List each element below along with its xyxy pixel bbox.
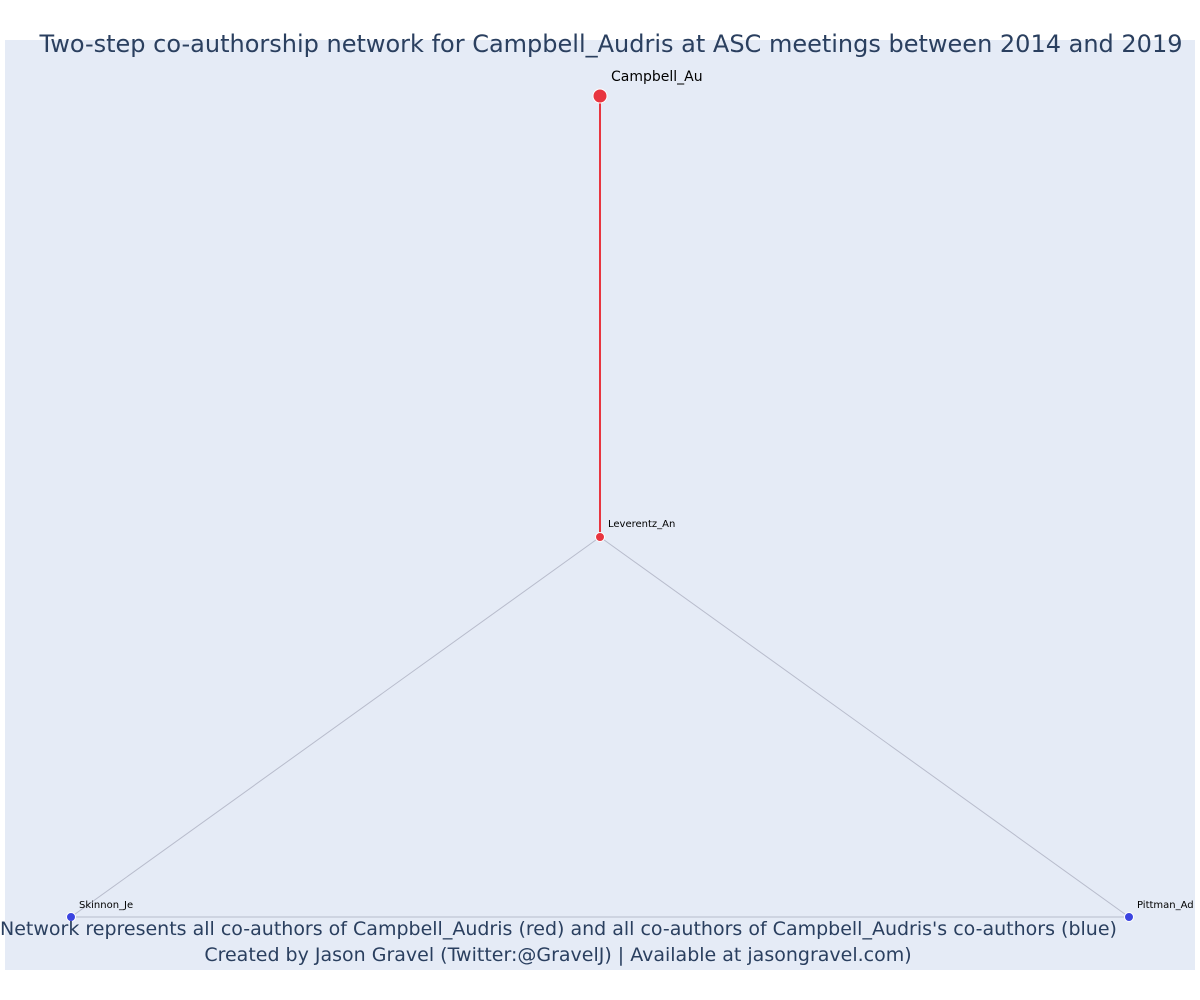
node-Leverentz_An[interactable] <box>595 532 605 542</box>
node-label-Pittman_Ad: Pittman_Ad <box>1137 900 1194 911</box>
node-Skinnon_Je[interactable] <box>66 912 76 922</box>
labels-layer: Campbell_Au Leverentz_An Skinnon_Je Pittman… <box>79 69 1194 911</box>
edges-layer <box>70 96 1130 918</box>
node-label-Campbell_Au: Campbell_Au <box>611 69 703 85</box>
node-label-Leverentz_An: Leverentz_An <box>608 519 675 530</box>
edge-Leverentz_An-Skinnon_Je <box>70 536 601 918</box>
node-label-Skinnon_Je: Skinnon_Je <box>79 900 133 911</box>
chart-title: Two-step co-authorship network for Campb… <box>39 30 1183 58</box>
node-Campbell_Au[interactable] <box>592 88 608 104</box>
caption-line-1: Network represents all co-authors of Cam… <box>0 918 1117 940</box>
edge-Leverentz_An-Pittman_Ad <box>599 536 1130 918</box>
caption-line-2: Created by Jason Gravel (Twitter:@Gravel… <box>204 944 912 966</box>
node-Pittman_Ad[interactable] <box>1124 912 1134 922</box>
nodes-layer <box>66 88 1134 922</box>
